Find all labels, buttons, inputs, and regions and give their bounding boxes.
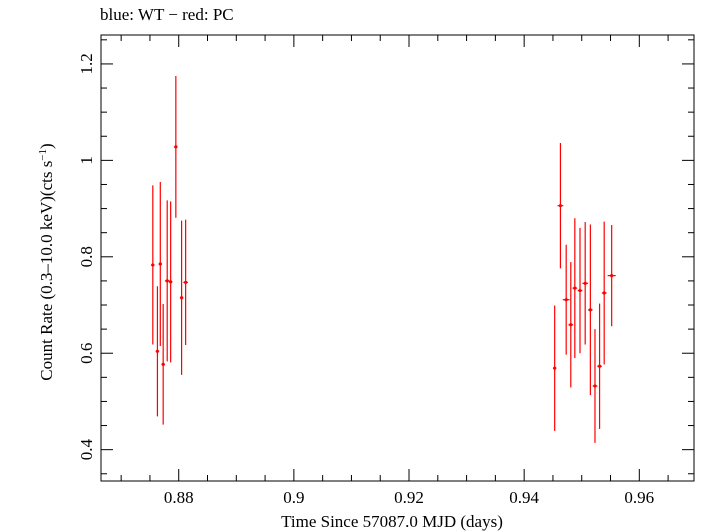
point-marker: [564, 298, 568, 302]
y-axis-label-exponent: −1: [37, 149, 49, 161]
data-point: [588, 224, 593, 396]
x-tick-labels: 0.88 0.9 0.92 0.94 0.96: [164, 488, 654, 507]
point-marker: [174, 145, 178, 149]
x-axis-label: Time Since 57087.0 MJD (days): [281, 512, 503, 531]
y-tick-label: 0.8: [77, 246, 96, 267]
point-marker: [155, 349, 160, 353]
data-point: [562, 244, 570, 355]
y-tick-labels: 0.4 0.6 0.8 1 1.2: [77, 53, 96, 460]
data-point: [161, 304, 165, 425]
point-marker: [573, 286, 577, 290]
point-marker: [578, 288, 582, 293]
y-tick-label: 1: [77, 156, 96, 165]
point-marker: [184, 280, 188, 284]
data-point: [568, 262, 574, 388]
data-point: [151, 185, 155, 345]
point-marker: [593, 384, 597, 388]
data-point: [183, 219, 188, 346]
point-marker: [558, 204, 563, 208]
axis-ticks: [101, 35, 694, 481]
data-point: [179, 220, 184, 375]
y-tick-label: 0.4: [77, 439, 96, 461]
point-marker: [151, 263, 155, 267]
point-marker: [602, 291, 606, 295]
y-axis-label: Count Rate (0.3–10.0 keV)(cts s−1): [37, 143, 56, 380]
point-marker: [610, 273, 614, 278]
x-tick-label: 0.92: [394, 488, 424, 507]
point-marker: [588, 308, 592, 312]
point-marker: [597, 364, 602, 368]
data-point: [168, 201, 173, 363]
data-point: [155, 286, 160, 417]
data-point: [597, 303, 602, 429]
point-marker: [161, 362, 165, 366]
point-marker: [180, 296, 184, 300]
data-points: [151, 75, 616, 443]
x-tick-label: 0.94: [509, 488, 539, 507]
data-point: [174, 75, 178, 218]
data-point: [592, 329, 598, 443]
x-tick-label: 0.9: [283, 488, 304, 507]
data-point: [577, 227, 583, 354]
point-marker: [569, 323, 573, 327]
data-point: [164, 200, 170, 362]
point-marker: [553, 366, 557, 370]
x-tick-label: 0.96: [624, 488, 654, 507]
point-marker: [169, 280, 173, 284]
y-tick-label: 1.2: [77, 53, 96, 74]
point-marker: [583, 281, 587, 285]
data-point: [607, 224, 616, 327]
plot-frame: [100, 34, 695, 482]
point-marker: [165, 279, 169, 283]
point-marker: [158, 262, 162, 266]
y-axis-label-close: ): [37, 143, 56, 149]
x-tick-label: 0.88: [164, 488, 194, 507]
data-point: [601, 221, 607, 365]
data-point: [572, 218, 578, 359]
y-axis-label-main: Count Rate (0.3–10.0 keV)(cts s: [37, 161, 56, 381]
data-point: [582, 222, 589, 345]
data-point: [158, 182, 163, 346]
data-point: [552, 305, 557, 431]
chart-title: blue: WT − red: PC: [100, 5, 234, 24]
data-point: [557, 143, 564, 269]
y-tick-label: 0.6: [77, 343, 96, 364]
